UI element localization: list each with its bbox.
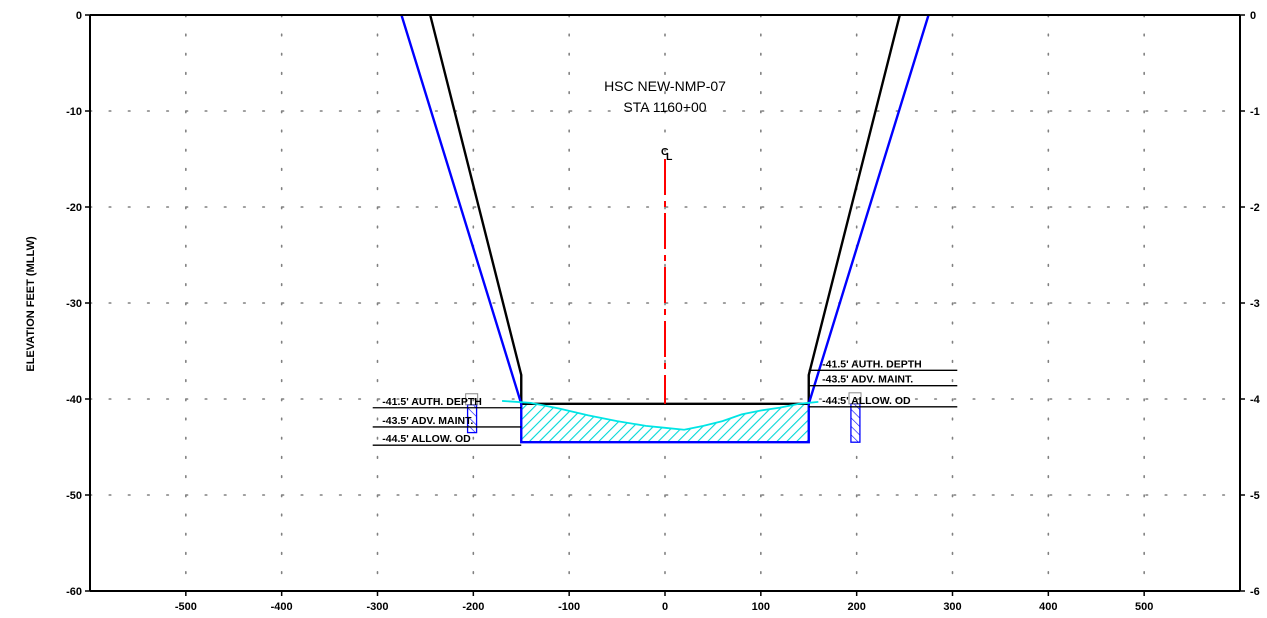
y-tick-label: -30 <box>66 298 82 310</box>
x-tick-label: 300 <box>943 601 961 613</box>
x-tick-label: -100 <box>558 601 580 613</box>
chart-title-line-1: HSC NEW-NMP-07 <box>604 78 726 94</box>
y-tick-label: -10 <box>66 106 82 118</box>
left-annotation-label: -43.5' ADV. MAINT. <box>382 415 473 427</box>
left-annotation-label: -44.5' ALLOW. OD <box>382 433 471 445</box>
x-tick-label: -500 <box>175 601 197 613</box>
centerline-label-sub: L <box>666 151 673 163</box>
y-tick-label: -20 <box>66 202 82 214</box>
annotations: -41.5' AUTH. DEPTH -43.5' ADV. MAINT. -44.… <box>372 358 958 446</box>
y-tick-label-right: -1 <box>1250 106 1260 118</box>
dredge-hatch-area <box>521 402 809 443</box>
x-tick-label: 100 <box>752 601 770 613</box>
x-tick-label: -200 <box>462 601 484 613</box>
y-tick-label: -60 <box>66 586 82 598</box>
y-tick-label: 0 <box>76 10 82 22</box>
chart-title-line-2: STA 1160+00 <box>623 99 706 115</box>
right-annotation-label: -41.5' AUTH. DEPTH <box>822 358 922 370</box>
y-tick-label-right: 0 <box>1250 10 1256 22</box>
x-tick-label: -400 <box>271 601 293 613</box>
bank-marker <box>850 403 861 443</box>
right-annotation-label: -43.5' ADV. MAINT. <box>822 374 913 386</box>
left-annotation-label: -41.5' AUTH. DEPTH <box>382 396 482 408</box>
right-annotation-label: -44.5' ALLOW. OD <box>822 395 911 407</box>
series-line-1 <box>400 14 930 444</box>
y-tick-label: -40 <box>66 394 82 406</box>
series-lines: CL <box>400 14 930 444</box>
series-line-2 <box>502 400 819 431</box>
y-tick-label-right: -3 <box>1250 298 1260 310</box>
x-tick-label: 0 <box>662 601 668 613</box>
y-tick-label: -50 <box>66 490 82 502</box>
y-axis-label: ELEVATION FEET (MLLW) <box>25 236 37 372</box>
axes: -500 -400 -300 -200 -100 0 100 200 300 400 500 0 0 -1… <box>66 10 1261 613</box>
x-tick-label: 500 <box>1135 601 1153 613</box>
centerline-label: C <box>661 146 669 158</box>
y-tick-label-right: -5 <box>1250 490 1260 502</box>
y-tick-label-right: -6 <box>1250 586 1260 598</box>
y-tick-label-right: -2 <box>1250 202 1260 214</box>
x-tick-label: -300 <box>366 601 388 613</box>
bank-marker-box <box>465 393 479 406</box>
dredge-fill <box>465 392 862 443</box>
y-tick-label-right: -4 <box>1250 394 1261 406</box>
x-tick-label: 200 <box>847 601 865 613</box>
bank-marker-box <box>848 392 862 405</box>
x-tick-label: 400 <box>1039 601 1057 613</box>
